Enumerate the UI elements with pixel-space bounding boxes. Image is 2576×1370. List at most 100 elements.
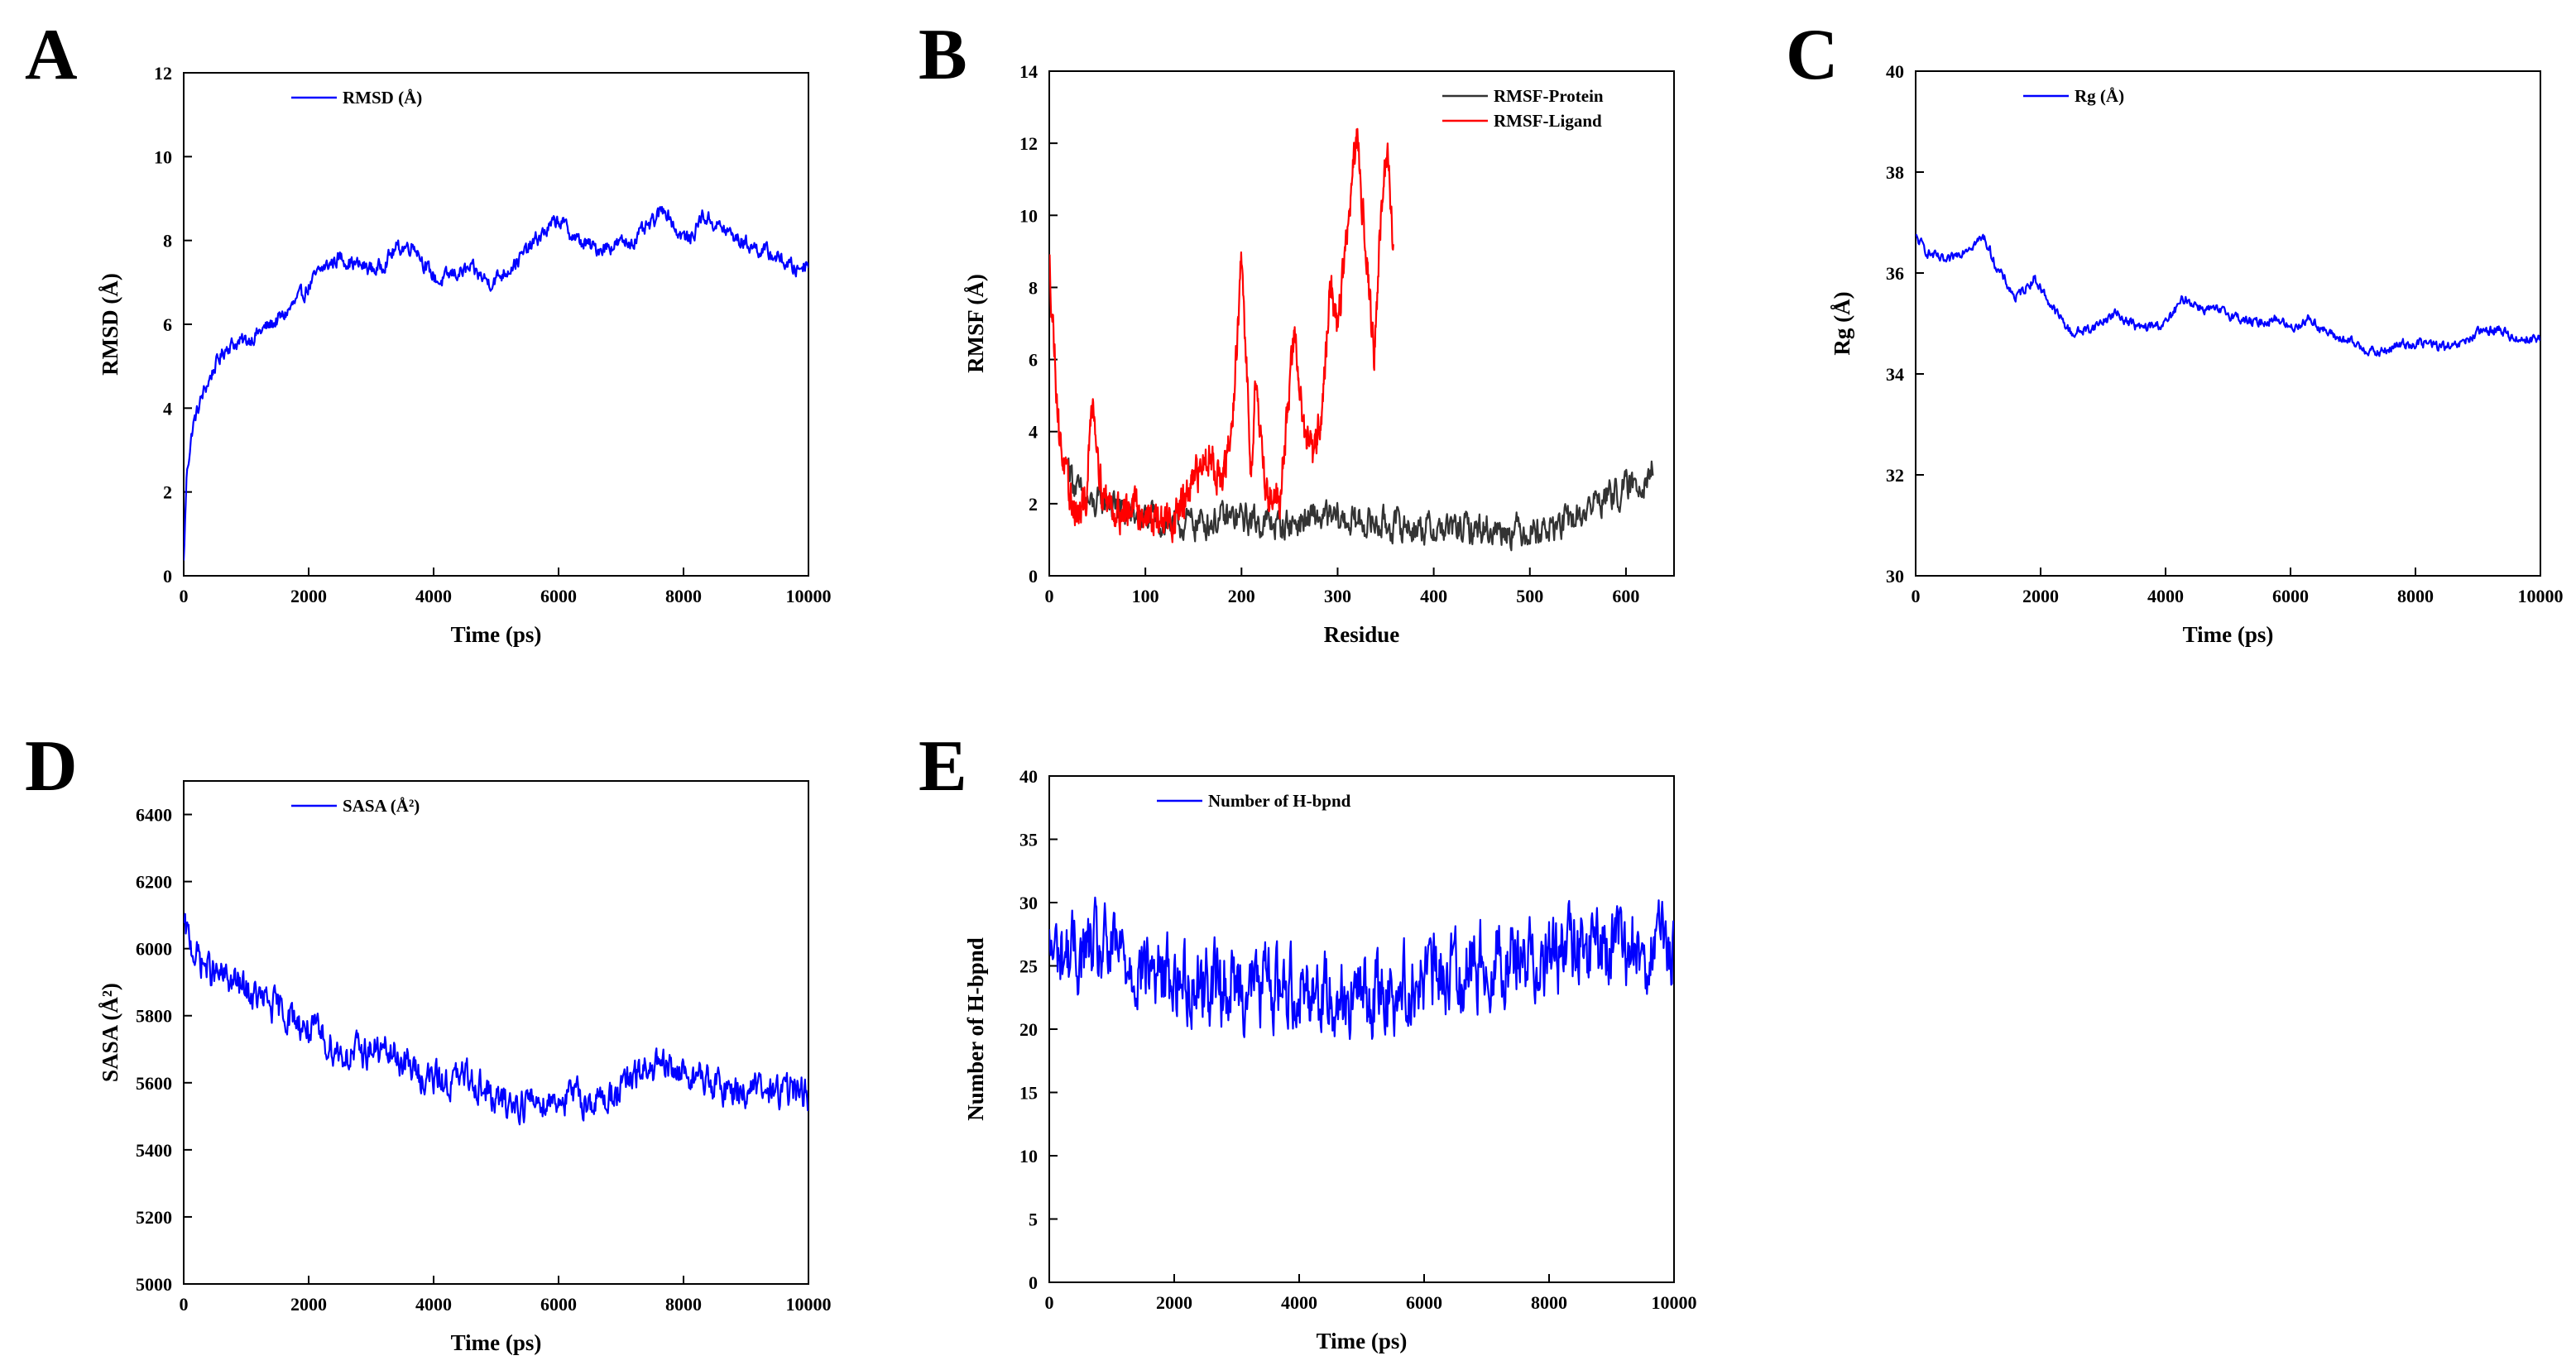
x-tick-label: 2000 bbox=[290, 1294, 327, 1315]
x-tick-label: 0 bbox=[1912, 586, 1921, 606]
y-tick-label: 8 bbox=[1029, 277, 1038, 298]
y-tick-label: 6 bbox=[163, 314, 172, 335]
y-axis-label: Rg (Å) bbox=[1830, 291, 1854, 355]
x-tick-label: 600 bbox=[1612, 586, 1639, 606]
y-tick-label: 5200 bbox=[136, 1207, 172, 1228]
x-tick-label: 500 bbox=[1516, 586, 1543, 606]
y-axis-label: RMSF (Å) bbox=[963, 274, 988, 373]
x-tick-label: 2000 bbox=[1156, 1292, 1192, 1313]
y-tick-label: 14 bbox=[1019, 61, 1038, 82]
plot-frame bbox=[1048, 775, 1675, 1283]
x-tick-label: 8000 bbox=[665, 586, 702, 606]
y-tick-label: 5600 bbox=[136, 1073, 172, 1094]
series-line-rg bbox=[1916, 233, 2540, 357]
y-tick-label: 30 bbox=[1019, 893, 1038, 913]
x-tick-label: 0 bbox=[1045, 586, 1054, 606]
x-tick-label: 6000 bbox=[2272, 586, 2309, 606]
y-tick-label: 2 bbox=[1029, 494, 1038, 515]
x-tick-label: 200 bbox=[1228, 586, 1255, 606]
panel-letter: B bbox=[919, 15, 967, 95]
x-tick-label: 2000 bbox=[2022, 586, 2059, 606]
x-tick-label: 300 bbox=[1324, 586, 1351, 606]
y-tick-label: 0 bbox=[1029, 566, 1038, 587]
y-axis-label: RMSD (Å) bbox=[98, 273, 122, 376]
chart-panel-c: C 0 2000 4000 6000 8000 10000 30 32 34 36 38 40 Time … bbox=[1786, 15, 2564, 647]
y-tick-label: 38 bbox=[1886, 162, 1904, 183]
y-tick-label: 5400 bbox=[136, 1140, 172, 1161]
y-tick-label: 6000 bbox=[136, 939, 172, 960]
y-tick-label: 40 bbox=[1019, 766, 1038, 787]
chart-panel-a: A 0 2000 4000 6000 8000 10000 0 2 4 6 8 10 12 Time (ps… bbox=[25, 15, 832, 647]
y-tick-label: 15 bbox=[1019, 1083, 1038, 1104]
plot-frame bbox=[183, 780, 809, 1285]
y-tick-label: 5800 bbox=[136, 1006, 172, 1027]
x-tick-label: 100 bbox=[1132, 586, 1159, 606]
x-tick-label: 6000 bbox=[540, 586, 577, 606]
x-tick-label: 0 bbox=[180, 586, 189, 606]
x-tick-label: 4000 bbox=[2147, 586, 2184, 606]
legend-label: SASA (Å²) bbox=[343, 796, 420, 816]
x-axis-label: Time (ps) bbox=[451, 1330, 542, 1355]
x-tick-label: 10000 bbox=[2518, 586, 2564, 606]
x-tick-label: 4000 bbox=[415, 1294, 452, 1315]
y-tick-label: 20 bbox=[1019, 1019, 1038, 1040]
panel-letter: E bbox=[919, 726, 967, 807]
chart-panel-b: B 0 100 200 300 400 500 600 0 2 4 6 8 10 12 14 Residue RM… bbox=[919, 15, 1675, 647]
y-tick-label: 0 bbox=[1029, 1272, 1038, 1293]
y-tick-label: 6400 bbox=[136, 805, 172, 826]
y-tick-label: 5000 bbox=[136, 1274, 172, 1295]
panel-letter: A bbox=[25, 15, 78, 95]
x-tick-label: 8000 bbox=[665, 1294, 702, 1315]
y-tick-label: 10 bbox=[1019, 1146, 1038, 1166]
chart-panel-d: D 0 2000 4000 6000 8000 10000 5000 5200 5400 5600 5… bbox=[25, 726, 832, 1355]
legend-label: RMSF-Ligand bbox=[1494, 111, 1602, 131]
x-tick-label: 0 bbox=[180, 1294, 189, 1315]
x-axis-label: Time (ps) bbox=[1317, 1329, 1408, 1353]
y-tick-label: 12 bbox=[154, 63, 172, 84]
x-tick-label: 400 bbox=[1420, 586, 1447, 606]
panel-letter: D bbox=[25, 726, 78, 807]
x-axis-label: Time (ps) bbox=[451, 622, 542, 647]
legend-label: RMSD (Å) bbox=[343, 88, 422, 108]
y-tick-label: 32 bbox=[1886, 465, 1904, 486]
y-tick-label: 4 bbox=[1029, 422, 1038, 443]
y-axis-label: SASA (Å²) bbox=[98, 983, 122, 1082]
x-tick-label: 10000 bbox=[786, 1294, 832, 1315]
chart-panel-e: E 0 2000 4000 6000 8000 10000 0 5 10 15 20 25 30 35 40 T… bbox=[919, 726, 1697, 1353]
y-tick-label: 36 bbox=[1886, 263, 1904, 284]
legend-label: Number of H-bpnd bbox=[1208, 791, 1351, 811]
y-tick-label: 34 bbox=[1886, 364, 1904, 385]
y-axis-label: Number of H-bpnd bbox=[963, 937, 988, 1121]
y-tick-label: 6200 bbox=[136, 872, 172, 893]
x-axis-label: Residue bbox=[1324, 622, 1400, 647]
series-line-rmsf-ligand bbox=[1049, 127, 1394, 544]
x-tick-label: 4000 bbox=[415, 586, 452, 606]
panel-letter: C bbox=[1786, 15, 1839, 95]
x-tick-label: 2000 bbox=[290, 586, 327, 606]
x-tick-label: 8000 bbox=[1531, 1292, 1567, 1313]
y-tick-label: 6 bbox=[1029, 350, 1038, 371]
series-line-number-of-h-bpnd bbox=[1049, 896, 1674, 1041]
plot-frame bbox=[1915, 70, 2541, 577]
x-tick-label: 6000 bbox=[1406, 1292, 1442, 1313]
series-line-sasa bbox=[184, 913, 808, 1126]
series-line-rmsd bbox=[184, 206, 808, 561]
x-tick-label: 8000 bbox=[2397, 586, 2434, 606]
y-tick-label: 30 bbox=[1886, 566, 1904, 587]
y-tick-label: 12 bbox=[1019, 133, 1038, 154]
y-tick-label: 25 bbox=[1019, 956, 1038, 977]
y-tick-label: 5 bbox=[1029, 1210, 1038, 1230]
x-tick-label: 6000 bbox=[540, 1294, 577, 1315]
plot-frame bbox=[1048, 70, 1675, 577]
y-tick-label: 0 bbox=[163, 566, 172, 587]
y-tick-label: 10 bbox=[1019, 205, 1038, 226]
y-tick-label: 35 bbox=[1019, 830, 1038, 850]
legend-label: RMSF-Protein bbox=[1494, 86, 1604, 106]
y-tick-label: 2 bbox=[163, 482, 172, 503]
y-tick-label: 8 bbox=[163, 231, 172, 251]
x-tick-label: 0 bbox=[1045, 1292, 1054, 1313]
x-tick-label: 4000 bbox=[1281, 1292, 1317, 1313]
legend-label: Rg (Å) bbox=[2075, 86, 2124, 106]
x-tick-label: 10000 bbox=[786, 586, 832, 606]
